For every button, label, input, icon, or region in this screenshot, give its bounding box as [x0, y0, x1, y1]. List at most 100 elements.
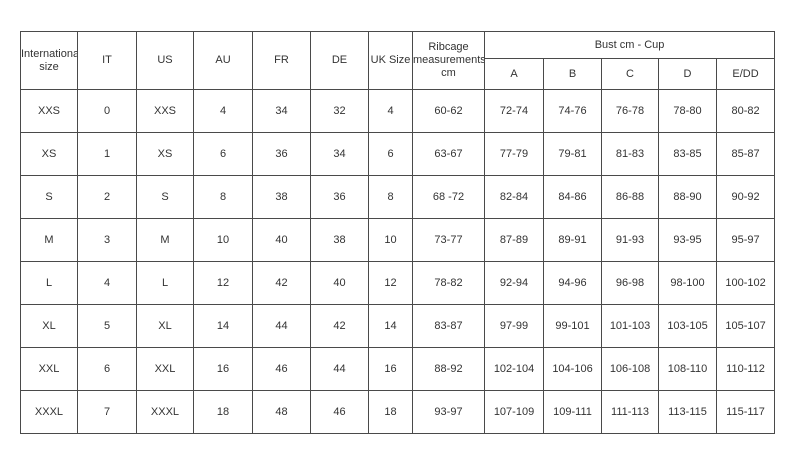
- cell-cup-a: 102-104: [484, 347, 544, 391]
- col-header-cup-a: A: [484, 58, 544, 90]
- cell-international-size: XXS: [20, 89, 78, 133]
- cell-cup-e-dd: 95-97: [715, 218, 776, 262]
- col-header-cup-b: B: [543, 58, 602, 90]
- cell-international-size: L: [20, 261, 78, 305]
- cell-cup-c: 96-98: [601, 261, 659, 305]
- cell-fr-size: 46: [252, 347, 311, 391]
- cell-de-size: 38: [310, 218, 369, 262]
- cell-international-size: XXL: [20, 347, 78, 391]
- col-header-us: US: [136, 31, 194, 90]
- cell-de-size: 46: [310, 390, 369, 434]
- cell-cup-a: 72-74: [484, 89, 544, 133]
- cell-cup-c: 106-108: [601, 347, 659, 391]
- cell-cup-b: 109-111: [543, 390, 602, 434]
- cell-cup-b: 79-81: [543, 132, 602, 176]
- cell-au-size: 4: [193, 89, 253, 133]
- cell-ribcage: 88-92: [412, 347, 485, 391]
- cell-fr-size: 34: [252, 89, 311, 133]
- cell-cup-c: 81-83: [601, 132, 659, 176]
- table-row: M 3 M 10 40 38 10 73-77 87-89 89-91 91-9…: [20, 218, 776, 262]
- cell-uk-size: 16: [368, 347, 413, 391]
- cell-cup-e-dd: 80-82: [715, 89, 776, 133]
- cell-us-size: XXL: [136, 347, 194, 391]
- cell-uk-size: 14: [368, 304, 413, 348]
- cell-cup-d: 103-105: [658, 304, 717, 348]
- cell-cup-e-dd: 90-92: [715, 175, 776, 219]
- cell-international-size: XL: [20, 304, 78, 348]
- cell-ribcage: 93-97: [412, 390, 485, 434]
- cell-uk-size: 10: [368, 218, 413, 262]
- col-header-ribcage: Ribcage measurements cm: [412, 31, 485, 90]
- cell-international-size: M: [20, 218, 78, 262]
- cell-international-size: XS: [20, 132, 78, 176]
- cell-us-size: S: [136, 175, 194, 219]
- cell-it-size: 0: [77, 89, 137, 133]
- cell-cup-c: 111-113: [601, 390, 659, 434]
- cell-de-size: 44: [310, 347, 369, 391]
- cell-it-size: 2: [77, 175, 137, 219]
- cell-cup-d: 98-100: [658, 261, 717, 305]
- cell-fr-size: 36: [252, 132, 311, 176]
- cell-ribcage: 60-62: [412, 89, 485, 133]
- col-header-fr: FR: [252, 31, 311, 90]
- cell-cup-c: 101-103: [601, 304, 659, 348]
- cell-ribcage: 73-77: [412, 218, 485, 262]
- cell-au-size: 18: [193, 390, 253, 434]
- cell-ribcage: 68 -72: [412, 175, 485, 219]
- cell-cup-a: 107-109: [484, 390, 544, 434]
- cell-us-size: M: [136, 218, 194, 262]
- table-row: XXXL 7 XXXL 18 48 46 18 93-97 107-109 10…: [20, 390, 776, 434]
- col-header-cup-d: D: [658, 58, 717, 90]
- col-header-au: AU: [193, 31, 253, 90]
- table-row: XL 5 XL 14 44 42 14 83-87 97-99 99-101 1…: [20, 304, 776, 348]
- table-header-row-top: International size IT US AU FR DE UK Siz…: [20, 31, 776, 90]
- cell-us-size: XXXL: [136, 390, 194, 434]
- cell-au-size: 12: [193, 261, 253, 305]
- cell-cup-b: 99-101: [543, 304, 602, 348]
- cell-cup-d: 83-85: [658, 132, 717, 176]
- col-header-cup-c: C: [601, 58, 659, 90]
- cell-fr-size: 44: [252, 304, 311, 348]
- cell-cup-e-dd: 110-112: [715, 347, 776, 391]
- col-header-international-size: International size: [20, 31, 78, 90]
- cell-us-size: XXS: [136, 89, 194, 133]
- cell-cup-a: 77-79: [484, 132, 544, 176]
- cell-cup-e-dd: 115-117: [715, 390, 776, 434]
- cell-cup-d: 78-80: [658, 89, 717, 133]
- cell-cup-d: 88-90: [658, 175, 717, 219]
- cell-cup-a: 97-99: [484, 304, 544, 348]
- cell-de-size: 36: [310, 175, 369, 219]
- cell-au-size: 16: [193, 347, 253, 391]
- cell-au-size: 10: [193, 218, 253, 262]
- cell-au-size: 6: [193, 132, 253, 176]
- cell-uk-size: 12: [368, 261, 413, 305]
- cell-ribcage: 63-67: [412, 132, 485, 176]
- cell-cup-c: 86-88: [601, 175, 659, 219]
- cell-ribcage: 78-82: [412, 261, 485, 305]
- cell-fr-size: 38: [252, 175, 311, 219]
- cell-uk-size: 6: [368, 132, 413, 176]
- cell-cup-b: 104-106: [543, 347, 602, 391]
- cell-cup-d: 93-95: [658, 218, 717, 262]
- cell-au-size: 8: [193, 175, 253, 219]
- table-row: XXS 0 XXS 4 34 32 4 60-62 72-74 74-76 76…: [20, 89, 776, 133]
- cell-uk-size: 18: [368, 390, 413, 434]
- cell-us-size: XL: [136, 304, 194, 348]
- cell-fr-size: 40: [252, 218, 311, 262]
- cell-it-size: 5: [77, 304, 137, 348]
- table-row: XS 1 XS 6 36 34 6 63-67 77-79 79-81 81-8…: [20, 132, 776, 176]
- cell-us-size: XS: [136, 132, 194, 176]
- cell-cup-d: 108-110: [658, 347, 717, 391]
- cell-cup-a: 82-84: [484, 175, 544, 219]
- table-header-row-cups: A B C D E/DD: [21, 58, 776, 90]
- cell-it-size: 6: [77, 347, 137, 391]
- cell-it-size: 4: [77, 261, 137, 305]
- cell-cup-b: 94-96: [543, 261, 602, 305]
- cell-de-size: 32: [310, 89, 369, 133]
- table-row: L 4 L 12 42 40 12 78-82 92-94 94-96 96-9…: [20, 261, 776, 305]
- cell-it-size: 1: [77, 132, 137, 176]
- cell-cup-a: 92-94: [484, 261, 544, 305]
- cell-de-size: 34: [310, 132, 369, 176]
- col-header-it: IT: [77, 31, 137, 90]
- col-header-bust-cup-group: Bust cm - Cup: [483, 31, 776, 59]
